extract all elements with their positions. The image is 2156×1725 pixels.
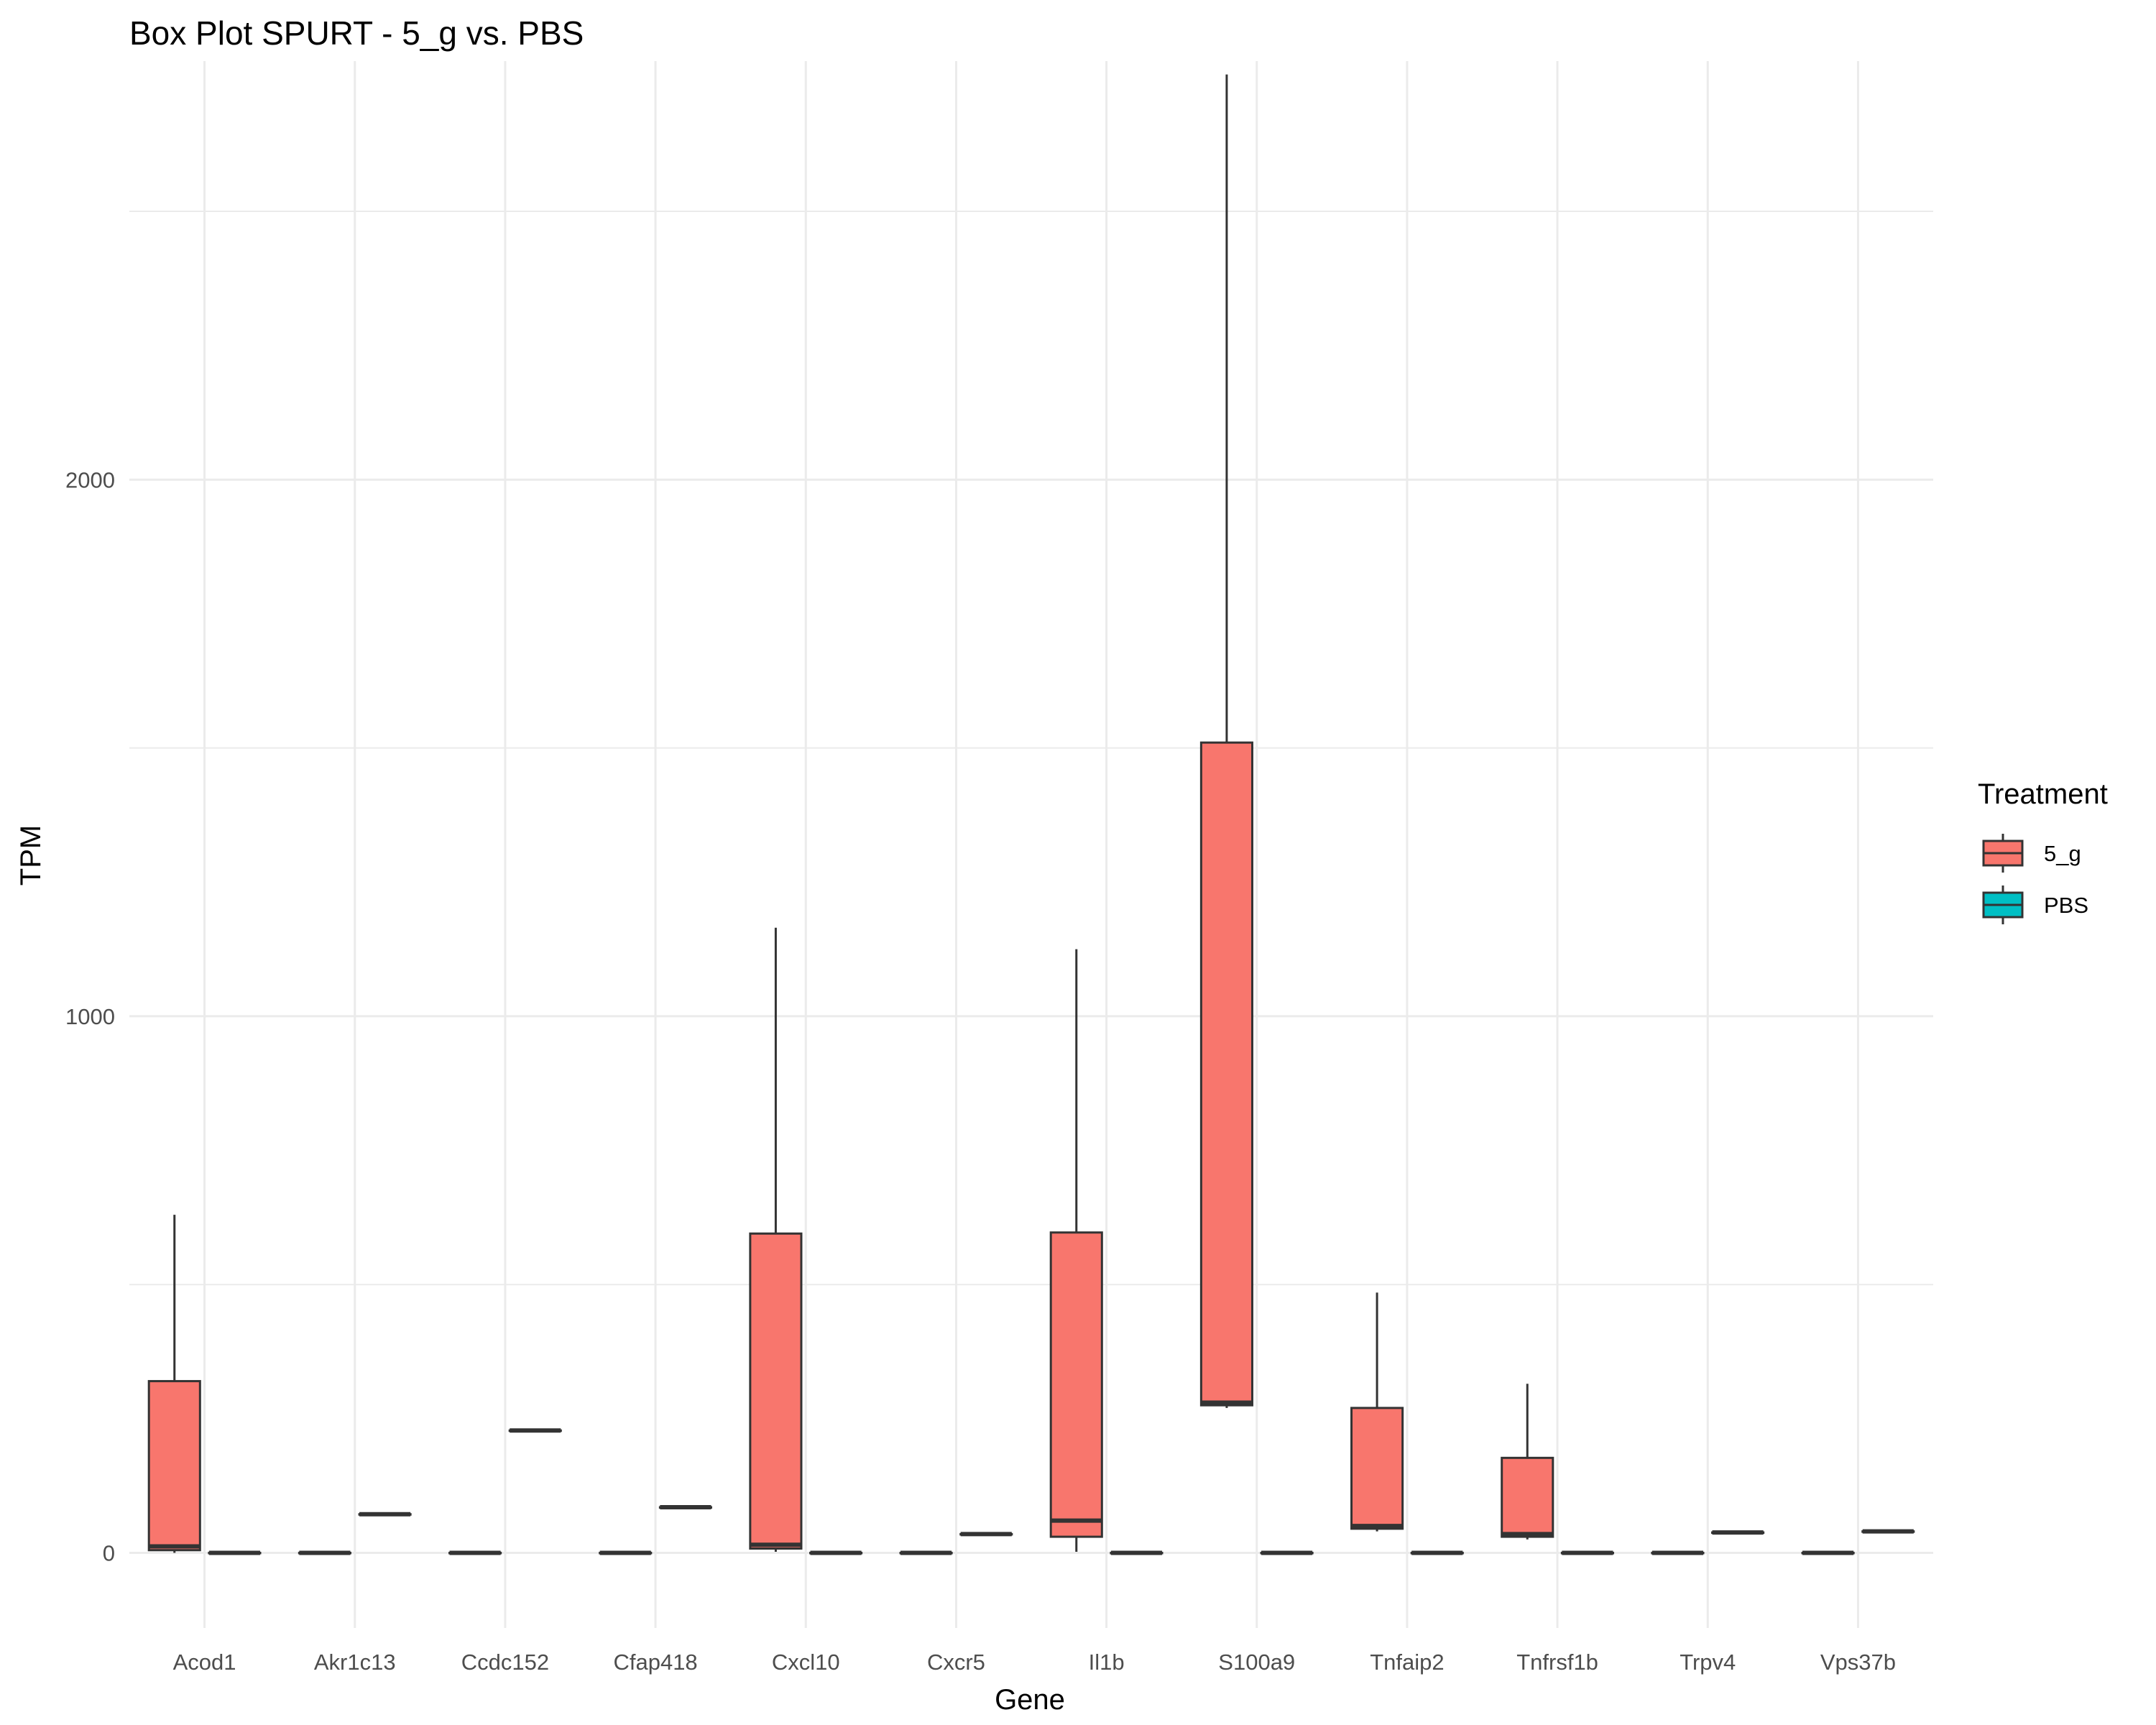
y-tick-label: 1000 bbox=[65, 1004, 115, 1029]
x-tick-label: Cxcr5 bbox=[927, 1650, 985, 1675]
x-tick-label: S100a9 bbox=[1218, 1650, 1295, 1675]
x-tick-label: Acod1 bbox=[173, 1650, 236, 1675]
box-iqr bbox=[1350, 1407, 1404, 1530]
y-tick-label: 2000 bbox=[65, 467, 115, 492]
box-5_g-S100a9 bbox=[1199, 74, 1253, 1408]
box-PBS-Cfap418 bbox=[658, 1505, 712, 1510]
box-PBS-Il1b bbox=[1110, 1550, 1164, 1555]
legend: Treatment 5_g PBS bbox=[1978, 778, 2108, 924]
x-tick-label: Tnfrsf1b bbox=[1516, 1650, 1598, 1675]
box-iqr bbox=[1501, 1456, 1554, 1538]
box-5_g-Cxcl10 bbox=[749, 927, 803, 1552]
chart-title: Box Plot SPURT - 5_g vs. PBS bbox=[129, 14, 584, 52]
legend-item-5_g: 5_g bbox=[1982, 834, 2081, 873]
legend-item-PBS: PBS bbox=[1982, 886, 2088, 924]
box-5_g-Il1b bbox=[1049, 949, 1103, 1552]
box-5_g-Cfap418 bbox=[599, 1550, 653, 1555]
box-PBS-Cxcl10 bbox=[809, 1550, 863, 1555]
x-axis-title: Gene bbox=[995, 1684, 1065, 1716]
box-iqr bbox=[1049, 1231, 1103, 1538]
x-tick-label: Ccdc152 bbox=[461, 1650, 549, 1675]
x-tick-label: Tnfaip2 bbox=[1370, 1650, 1444, 1675]
x-tick-label: Akr1c13 bbox=[314, 1650, 396, 1675]
box-iqr bbox=[147, 1380, 201, 1552]
box-5_g-Tnfrsf1b bbox=[1501, 1384, 1554, 1540]
x-tick-label: Cfap418 bbox=[613, 1650, 697, 1675]
legend-label: PBS bbox=[2044, 893, 2088, 918]
boxes-layer bbox=[147, 74, 1915, 1555]
box-PBS-Cxcr5 bbox=[959, 1532, 1013, 1537]
box-5_g-Akr1c13 bbox=[298, 1550, 351, 1555]
legend-title: Treatment bbox=[1978, 778, 2108, 810]
box-5_g-Ccdc152 bbox=[448, 1550, 502, 1555]
grid-lines bbox=[129, 61, 1933, 1628]
x-axis-ticks: Acod1 Akr1c13 Ccdc152 Cfap418 Cxcl10 Cxcr5 Il1… bbox=[173, 1650, 1896, 1675]
box-PBS-Acod1 bbox=[208, 1550, 262, 1555]
box-PBS-Tnfaip2 bbox=[1410, 1550, 1464, 1555]
box-PBS-Tnfrsf1b bbox=[1560, 1550, 1614, 1555]
y-tick-label: 0 bbox=[103, 1540, 115, 1565]
box-PBS-Ccdc152 bbox=[508, 1428, 562, 1433]
x-tick-label: Vps37b bbox=[1820, 1650, 1896, 1675]
box-PBS-S100a9 bbox=[1260, 1550, 1314, 1555]
box-5_g-Trpv4 bbox=[1651, 1550, 1705, 1555]
box-5_g-Vps37b bbox=[1801, 1550, 1855, 1555]
y-axis-ticks: 0 1000 2000 bbox=[65, 467, 115, 1565]
box-5_g-Tnfaip2 bbox=[1350, 1292, 1404, 1532]
box-iqr bbox=[1199, 741, 1253, 1407]
box-PBS-Akr1c13 bbox=[358, 1512, 412, 1517]
legend-items: 5_g PBS bbox=[1982, 834, 2088, 924]
legend-label: 5_g bbox=[2044, 841, 2081, 866]
x-tick-label: Cxcl10 bbox=[772, 1650, 840, 1675]
box-5_g-Acod1 bbox=[147, 1215, 201, 1553]
y-axis-title: TPM bbox=[15, 825, 47, 886]
box-iqr bbox=[749, 1232, 803, 1550]
box-5_g-Cxcr5 bbox=[899, 1550, 953, 1555]
x-tick-label: Trpv4 bbox=[1680, 1650, 1736, 1675]
box-PBS-Trpv4 bbox=[1711, 1530, 1765, 1535]
x-tick-label: Il1b bbox=[1089, 1650, 1125, 1675]
